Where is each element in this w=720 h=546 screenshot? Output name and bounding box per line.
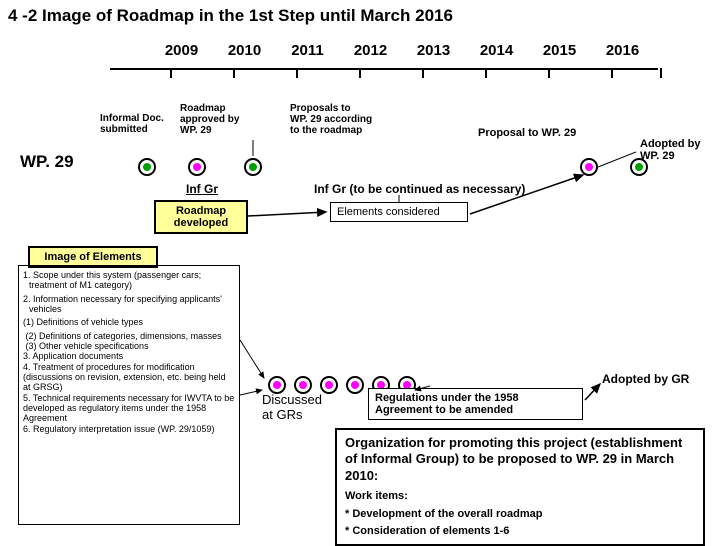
adopted-gr-label: Adopted by GR [602, 372, 689, 386]
wp-node [138, 158, 156, 176]
label-informal: Informal Doc. submitted [100, 113, 164, 135]
discussed-label: Discussed at GRs [262, 392, 322, 422]
timeline-tick [660, 68, 662, 78]
roadmap-developed-box: Roadmap developed [154, 200, 248, 234]
elements-list: 1. Scope under this system (passenger ca… [18, 265, 240, 525]
timeline [110, 68, 658, 70]
timeline-tick [359, 68, 361, 78]
timeline-tick [422, 68, 424, 78]
years-row: 2009 2010 2011 2012 2013 2014 2015 2016 [150, 42, 654, 59]
label-proposals: Proposals to WP. 29 according to the roa… [290, 103, 372, 136]
gr-node [320, 376, 338, 394]
year: 2016 [591, 42, 654, 59]
year: 2011 [276, 42, 339, 59]
year: 2014 [465, 42, 528, 59]
timeline-tick [485, 68, 487, 78]
year: 2012 [339, 42, 402, 59]
wp-node [630, 158, 648, 176]
timeline-tick [233, 68, 235, 78]
page-title: 4 -2 Image of Roadmap in the 1st Step un… [8, 6, 453, 26]
timeline-tick [611, 68, 613, 78]
year: 2013 [402, 42, 465, 59]
label-roadmap-approved: Roadmap approved by WP. 29 [180, 103, 239, 136]
timeline-tick [170, 68, 172, 78]
organization-box: Organization for promoting this project … [335, 428, 705, 546]
wp-node [244, 158, 262, 176]
wp-node [580, 158, 598, 176]
year: 2009 [150, 42, 213, 59]
year: 2015 [528, 42, 591, 59]
gr-node [346, 376, 364, 394]
wp29-label: WP. 29 [20, 152, 74, 172]
year: 2010 [213, 42, 276, 59]
elements-considered-box: Elements considered [330, 202, 468, 222]
infgr-continued: Inf Gr (to be continued as necessary) [314, 183, 525, 196]
timeline-tick [296, 68, 298, 78]
wp-node [188, 158, 206, 176]
timeline-tick [548, 68, 550, 78]
label-adopted-wp: Adopted by WP. 29 [640, 138, 701, 162]
label-proposal-to: Proposal to WP. 29 [478, 127, 576, 139]
infgr-label: Inf Gr [186, 183, 218, 196]
regulations-box: Regulations under the 1958 Agreement to … [368, 388, 583, 420]
